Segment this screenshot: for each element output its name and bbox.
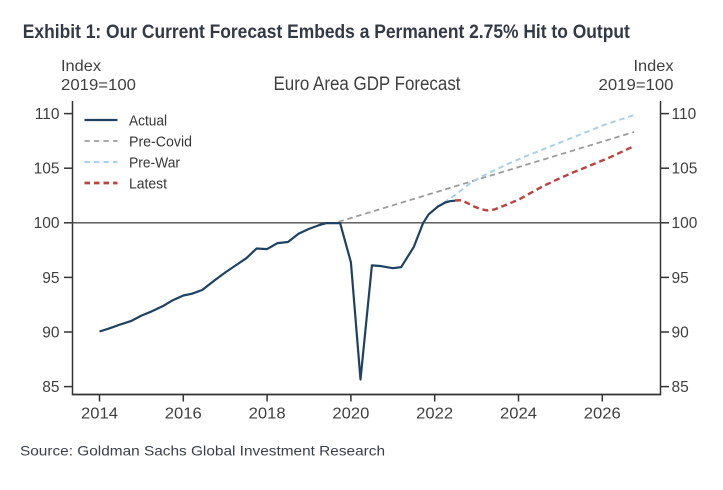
svg-text:100: 100 bbox=[34, 215, 60, 232]
svg-text:2018: 2018 bbox=[249, 405, 286, 422]
svg-text:110: 110 bbox=[672, 106, 697, 123]
svg-text:Pre-Covid: Pre-Covid bbox=[129, 133, 192, 150]
svg-text:Index: Index bbox=[634, 58, 674, 75]
svg-text:Index: Index bbox=[61, 58, 101, 75]
svg-text:Exhibit 1: Our Current Forecas: Exhibit 1: Our Current Forecast Embeds a… bbox=[23, 21, 630, 43]
svg-text:Euro Area GDP Forecast: Euro Area GDP Forecast bbox=[274, 74, 462, 95]
svg-text:Actual: Actual bbox=[129, 112, 167, 129]
svg-text:2020: 2020 bbox=[332, 405, 369, 422]
svg-text:2016: 2016 bbox=[165, 405, 202, 422]
svg-text:95: 95 bbox=[672, 270, 689, 287]
svg-text:2019=100: 2019=100 bbox=[599, 77, 674, 94]
svg-text:90: 90 bbox=[672, 324, 690, 341]
svg-text:2014: 2014 bbox=[81, 405, 118, 422]
svg-text:2026: 2026 bbox=[584, 405, 621, 422]
svg-text:85: 85 bbox=[672, 379, 689, 396]
svg-text:100: 100 bbox=[672, 215, 698, 232]
svg-text:Source: Goldman Sachs Global I: Source: Goldman Sachs Global Investment … bbox=[20, 443, 385, 459]
svg-text:2019=100: 2019=100 bbox=[61, 77, 136, 94]
svg-text:110: 110 bbox=[35, 106, 60, 123]
svg-text:2024: 2024 bbox=[500, 405, 537, 422]
svg-text:105: 105 bbox=[672, 161, 698, 178]
svg-text:Latest: Latest bbox=[129, 175, 168, 192]
svg-text:90: 90 bbox=[42, 324, 60, 341]
svg-text:2022: 2022 bbox=[416, 405, 453, 422]
svg-text:Pre-War: Pre-War bbox=[129, 154, 180, 171]
svg-text:95: 95 bbox=[42, 270, 59, 287]
svg-text:85: 85 bbox=[42, 379, 59, 396]
svg-text:105: 105 bbox=[34, 161, 60, 178]
